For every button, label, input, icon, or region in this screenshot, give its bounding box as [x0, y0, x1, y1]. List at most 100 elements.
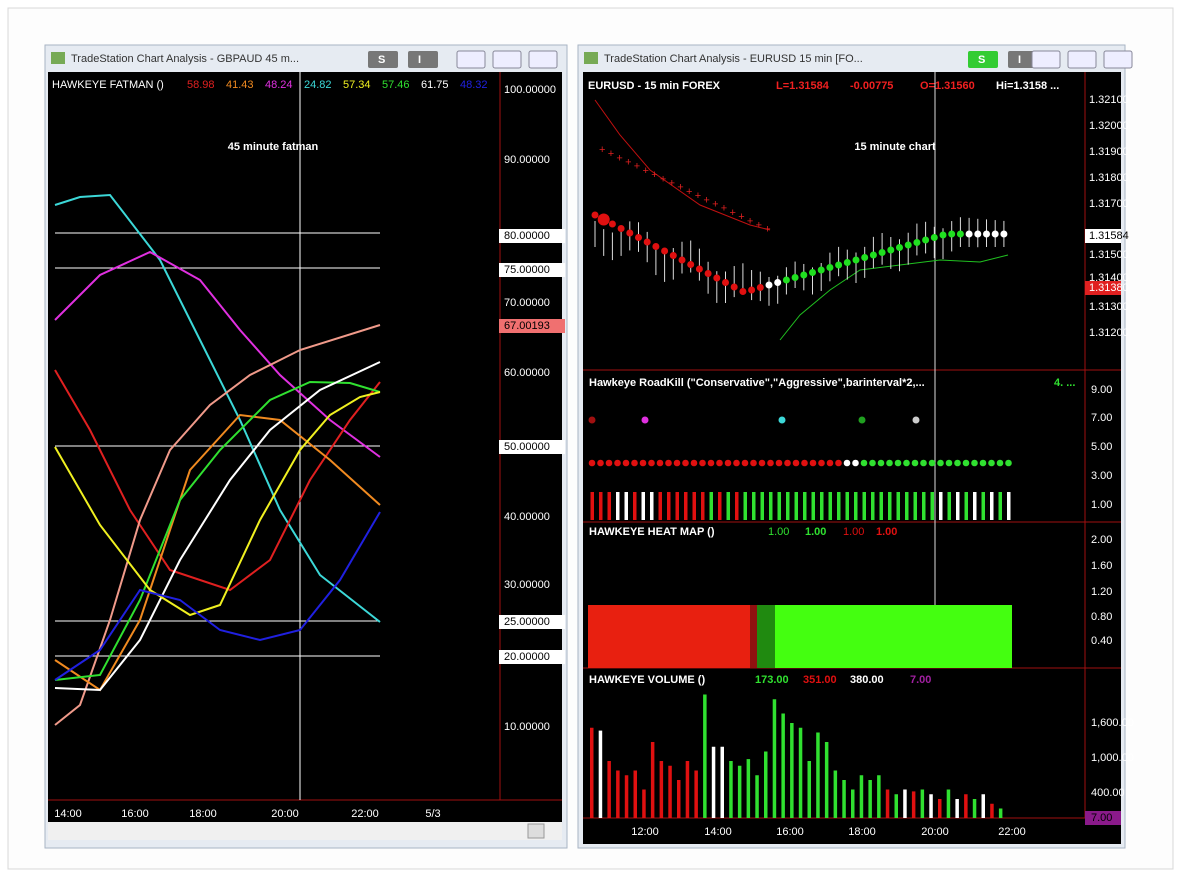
window-control[interactable] [1067, 50, 1097, 69]
trend-dot [713, 274, 721, 282]
volume-bar [816, 732, 820, 818]
price-label: 1.31300 [1089, 301, 1129, 313]
trend-dot [817, 266, 825, 274]
plus: + [703, 194, 709, 206]
plus: + [686, 186, 692, 198]
indicator-name: Hawkeye RoadKill ("Conservative","Aggres… [589, 377, 925, 389]
toolbar-button[interactable] [1008, 51, 1038, 68]
roadkill-dot [605, 459, 613, 467]
roadkill-bar [624, 492, 628, 520]
button-label: S [978, 54, 985, 66]
trend-dot [617, 225, 625, 232]
volume-bar [903, 789, 907, 818]
signal-dot [858, 416, 866, 424]
price-label: 60.00000 [504, 367, 550, 379]
trend-dot [756, 284, 764, 291]
symbol: EURUSD - 15 min FOREX [588, 80, 721, 92]
roadkill-bar [820, 492, 824, 520]
trend-dot [661, 247, 669, 255]
scrollbar[interactable] [48, 822, 562, 840]
signal-dot [912, 416, 920, 424]
plus: + [677, 182, 683, 194]
roadkill-bar [633, 492, 637, 520]
trend-dot [635, 234, 642, 241]
roadkill-dot [971, 459, 978, 467]
roadkill-dot [852, 459, 859, 467]
trend-dot [965, 230, 973, 238]
roadkill-dot [988, 459, 995, 467]
plus: + [634, 161, 640, 173]
volume-bar [624, 775, 629, 818]
roadkill-bar [726, 492, 730, 520]
volume-bar [616, 770, 620, 818]
plus: + [747, 215, 753, 227]
window-control[interactable] [1103, 50, 1133, 69]
indicator-name: HAWKEYE VOLUME () [589, 674, 705, 686]
volume-bar [920, 789, 925, 818]
price-marker [499, 319, 565, 333]
volume-bar [981, 794, 985, 818]
roadkill-dot [758, 459, 766, 467]
roadkill-dot [886, 459, 893, 467]
roadkill-bar [769, 492, 773, 520]
price-label: 1.31500 [1089, 249, 1129, 261]
volume-bar [650, 742, 655, 818]
roadkill-bar [658, 492, 662, 520]
trend-dot [722, 279, 729, 286]
price-label: 20.00000 [504, 651, 550, 663]
window-control[interactable] [456, 50, 486, 69]
roadkill-bar [947, 492, 951, 520]
volume-bar [781, 713, 785, 818]
roadkill-dot [716, 459, 723, 467]
trend-dot [800, 271, 808, 279]
roadkill-bar [752, 492, 756, 520]
trend-dot [591, 211, 599, 219]
roadkill-bar [879, 492, 883, 520]
indicator-value: 61.75 [421, 79, 449, 91]
toolbar-button[interactable] [968, 51, 998, 68]
volume-bar [677, 780, 681, 818]
trend-dot [608, 220, 616, 228]
roadkill-dot [835, 459, 842, 467]
trend-dot [852, 256, 860, 264]
window-title: TradeStation Chart Analysis - GBPAUD 45 … [71, 53, 299, 65]
time-label: 14:00 [54, 808, 82, 820]
volume-bar [859, 775, 864, 818]
axis-label: 7.00 [1091, 812, 1112, 824]
volume-bar [703, 694, 707, 818]
roadkill-dot [954, 459, 961, 467]
axis-label: 1,600.00 [1091, 717, 1134, 729]
indicator-value: 57.34 [343, 79, 371, 91]
window-control[interactable] [492, 50, 522, 69]
roadkill-dot [597, 459, 604, 467]
indicator-value: 41.43 [226, 79, 254, 91]
toolbar-button[interactable] [408, 51, 438, 68]
plus: + [651, 169, 657, 181]
roadkill-bar [896, 492, 900, 520]
indicator-value: 48.24 [265, 79, 293, 91]
plus: + [695, 190, 701, 202]
roadkill-dot [665, 459, 672, 467]
plus: + [721, 203, 727, 215]
roadkill-dot [860, 459, 868, 467]
axis-label: 0.80 [1091, 611, 1112, 623]
roadkill-bar [973, 492, 977, 520]
price-marker [1085, 811, 1121, 825]
price-label: 1.31800 [1089, 172, 1129, 184]
volume-bar [998, 808, 1003, 818]
trend-dot [878, 249, 886, 256]
scroll-thumb[interactable] [527, 823, 545, 839]
roadkill-dot [809, 459, 817, 467]
indicator-name: HAWKEYE FATMAN () [52, 79, 164, 91]
toolbar-button[interactable] [368, 51, 398, 68]
roadkill-bar [650, 492, 654, 520]
window-control[interactable] [528, 50, 558, 69]
price-label: 90.00000 [504, 154, 550, 166]
window-control[interactable] [1031, 50, 1061, 69]
quote: -0.00775 [850, 80, 893, 92]
indicator-value: 380.00 [850, 674, 884, 686]
button-label: I [418, 54, 421, 66]
price-label: 1.31700 [1089, 198, 1129, 210]
roadkill-bar [930, 492, 934, 520]
